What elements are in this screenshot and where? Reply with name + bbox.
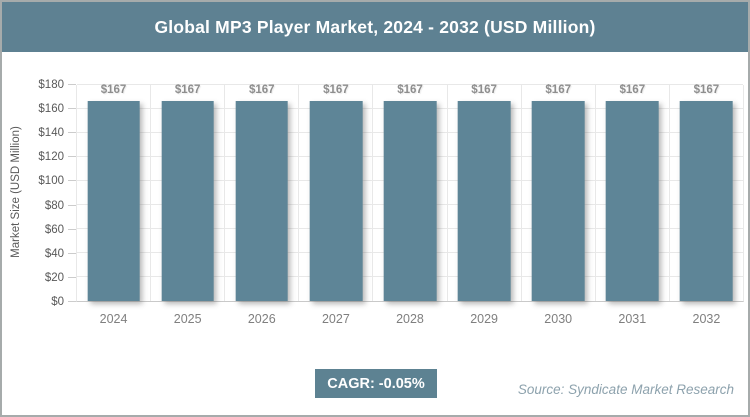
bar-2029[interactable] — [457, 100, 511, 301]
y-tick-label: $40 — [44, 247, 64, 260]
bar-2030[interactable] — [531, 100, 585, 301]
bar-2028[interactable] — [383, 100, 437, 301]
y-tick-mark — [68, 276, 76, 278]
y-tick-mark — [68, 204, 76, 206]
y-tick-label: $160 — [38, 103, 64, 116]
y-tick-mark — [68, 180, 76, 182]
y-axis: $0 $20 $40 $60 $80 $100 $120 $140 $160 $180 — [2, 79, 76, 308]
x-axis-label: 2030 — [544, 312, 573, 326]
x-axis-label: 2027 — [321, 312, 350, 326]
bar-slot: $167 2032 — [670, 83, 743, 326]
bar-value-label: $167 — [174, 83, 201, 96]
y-tick-label: $60 — [44, 223, 64, 236]
x-axis-label: 2029 — [470, 312, 498, 326]
bar-2026[interactable] — [235, 100, 289, 301]
bar-slot: $167 2026 — [225, 83, 300, 326]
y-tick-label: $140 — [38, 127, 64, 140]
bar-value-label: $167 — [545, 83, 571, 96]
bar-slot: $167 2031 — [596, 83, 670, 326]
bar-value-label: $167 — [248, 83, 275, 96]
bar-slot: $167 2030 — [522, 83, 596, 326]
y-tick-mark — [68, 156, 76, 158]
y-tick-label: $180 — [38, 79, 64, 91]
cagr-badge: CAGR: -0.05% — [315, 369, 437, 398]
x-axis-label: 2025 — [173, 312, 202, 326]
y-tick-mark — [68, 252, 76, 254]
chart-title: Global MP3 Player Market, 2024 - 2032 (U… — [154, 16, 596, 37]
x-axis-label: 2028 — [396, 312, 424, 326]
chart-title-bar: Global MP3 Player Market, 2024 - 2032 (U… — [2, 2, 748, 52]
y-tick-mark — [68, 132, 76, 134]
y-tick-label: $80 — [44, 199, 64, 212]
y-tick-label: $0 — [51, 296, 64, 308]
y-tick-mark — [68, 228, 76, 230]
bar-2024[interactable] — [87, 100, 140, 301]
bar-slot: $167 2028 — [373, 83, 448, 326]
x-axis-label: 2032 — [692, 312, 721, 326]
bar-value-label: $167 — [619, 83, 646, 96]
y-tick-mark — [68, 84, 76, 85]
x-axis-label: 2031 — [618, 312, 647, 326]
bar-slot: $167 2025 — [151, 83, 226, 326]
y-tick-mark — [68, 301, 76, 302]
bar-value-label: $167 — [323, 83, 349, 96]
bar-value-label: $167 — [693, 83, 720, 96]
bar-slot: $167 2024 — [77, 83, 152, 326]
y-tick-label: $20 — [44, 271, 64, 284]
bar-2032[interactable] — [680, 100, 733, 301]
x-axis-label: 2026 — [247, 312, 276, 326]
bar-2025[interactable] — [161, 100, 214, 301]
bar-slot: $167 2029 — [448, 83, 522, 326]
y-tick-label: $120 — [38, 151, 64, 164]
bar-value-label: $167 — [397, 83, 423, 96]
bar-value-label: $167 — [100, 83, 127, 96]
y-tick-mark — [68, 108, 76, 110]
y-tick-label: $100 — [38, 175, 64, 188]
bar-2031[interactable] — [606, 100, 659, 301]
x-axis-label: 2024 — [99, 312, 128, 326]
bar-slot: $167 2027 — [299, 83, 374, 326]
source-attribution: Source: Syndicate Market Research — [517, 382, 734, 397]
bars-row: $167 2024 $167 2025 $167 2026 $167 2027 $167 2028… — [77, 83, 743, 326]
gridline — [77, 84, 743, 85]
bar-2027[interactable] — [309, 100, 363, 301]
bar-value-label: $167 — [471, 83, 497, 96]
plot-area: $167 2024 $167 2025 $167 2026 $167 2027 $167 2028… — [76, 83, 744, 326]
